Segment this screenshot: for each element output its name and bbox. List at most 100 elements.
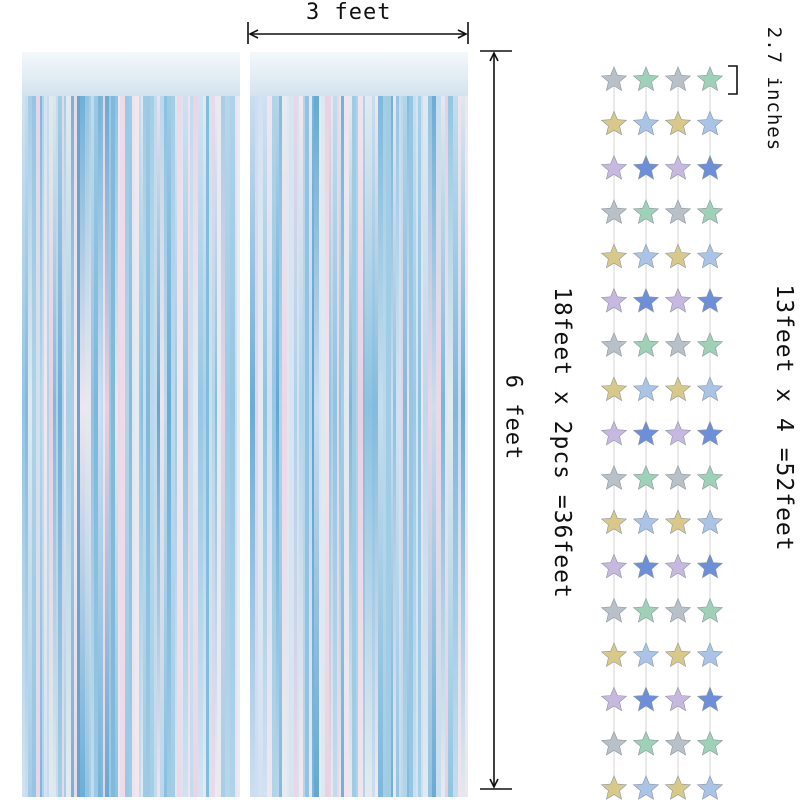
garland-star [664, 376, 692, 402]
garland-star [696, 509, 724, 535]
foil-strand [329, 88, 331, 797]
foil-strand [314, 88, 319, 797]
garland-star [600, 509, 628, 535]
foil-strand [89, 88, 91, 797]
foil-strand [105, 88, 109, 797]
foil-strand [53, 88, 56, 797]
foil-strand [111, 88, 115, 797]
curtain-strands [22, 88, 240, 797]
foil-strand [416, 88, 418, 797]
foil-strand [399, 88, 401, 797]
foil-strand [299, 88, 303, 797]
garland-star [664, 154, 692, 180]
foil-strand [341, 88, 344, 797]
curtain-strands [250, 88, 468, 797]
garland-star [696, 597, 724, 623]
foil-strand [319, 88, 321, 797]
foil-strand [143, 88, 146, 797]
foil-strand [363, 88, 365, 797]
foil-strand [103, 88, 105, 797]
curtain-header-band [250, 52, 468, 96]
garland-star [632, 553, 660, 579]
foil-strand [297, 88, 299, 797]
foil-strand [40, 88, 42, 797]
foil-strand [344, 88, 349, 797]
foil-strand [368, 88, 372, 797]
garland-star [600, 243, 628, 269]
foil-curtain-left [22, 52, 240, 797]
foil-strand [98, 88, 101, 797]
garland-star [696, 199, 724, 225]
garland-star [632, 66, 660, 92]
foil-strand [349, 88, 352, 797]
garland-star [600, 597, 628, 623]
garland-star [600, 775, 628, 800]
garland-star [632, 509, 660, 535]
height-label: 6 feet [500, 374, 526, 461]
star-size-label: 2.7 inches [763, 26, 785, 152]
garland-star [696, 154, 724, 180]
foil-strand [287, 88, 289, 797]
foil-strand [183, 88, 188, 797]
garland-star [600, 332, 628, 357]
foil-strand [62, 88, 64, 797]
garland-star [600, 154, 628, 180]
garland-star [664, 66, 692, 92]
garland-star [696, 553, 724, 579]
garland-star [696, 110, 724, 136]
curtain-length-label: 18feet x 2pcs =36feet [549, 287, 575, 599]
foil-strand [337, 88, 339, 797]
foil-strand [32, 88, 36, 797]
foil-strand [94, 88, 98, 797]
foil-strand [157, 88, 160, 797]
foil-strand [303, 88, 305, 797]
foil-strand [237, 88, 240, 797]
foil-strand [164, 88, 167, 797]
foil-strand [160, 88, 164, 797]
garland-star [696, 376, 724, 402]
foil-strand [80, 88, 85, 797]
foil-strand [375, 88, 378, 797]
garland-star [600, 420, 628, 446]
foil-strand [77, 88, 80, 797]
garland-star [632, 332, 660, 357]
foil-strand [49, 88, 53, 797]
foil-strand [272, 88, 276, 797]
foil-strand [175, 88, 177, 797]
foil-strand [154, 88, 157, 797]
garland-star [632, 287, 660, 313]
garland-star [600, 376, 628, 402]
garland-star [600, 199, 628, 225]
foil-strand [132, 88, 135, 797]
foil-strand [146, 88, 150, 797]
foil-strand [458, 88, 461, 797]
width-label: 3 feet [306, 0, 392, 25]
garland-star [696, 332, 724, 357]
foil-strand [331, 88, 333, 797]
foil-strand [409, 88, 413, 797]
garland-star [664, 110, 692, 136]
garland-star [632, 154, 660, 180]
garland-star [632, 730, 660, 756]
foil-strand [305, 88, 309, 797]
garland-star [696, 287, 724, 313]
foil-strand [193, 88, 198, 797]
garland-star [664, 775, 692, 800]
foil-strand [352, 88, 356, 797]
garland-star [696, 775, 724, 800]
foil-strand [263, 88, 267, 797]
foil-strand [465, 88, 468, 797]
foil-strand [401, 88, 403, 797]
foil-strand [250, 88, 255, 797]
foil-strand [279, 88, 282, 797]
garland-star [664, 686, 692, 712]
garland-star [696, 420, 724, 446]
garland-star [632, 775, 660, 800]
foil-strand [177, 88, 181, 797]
garland-star [600, 287, 628, 313]
garland-star [632, 110, 660, 136]
garland-star [696, 730, 724, 756]
garland-star [664, 553, 692, 579]
foil-strand [436, 88, 441, 797]
foil-strand [432, 88, 436, 797]
